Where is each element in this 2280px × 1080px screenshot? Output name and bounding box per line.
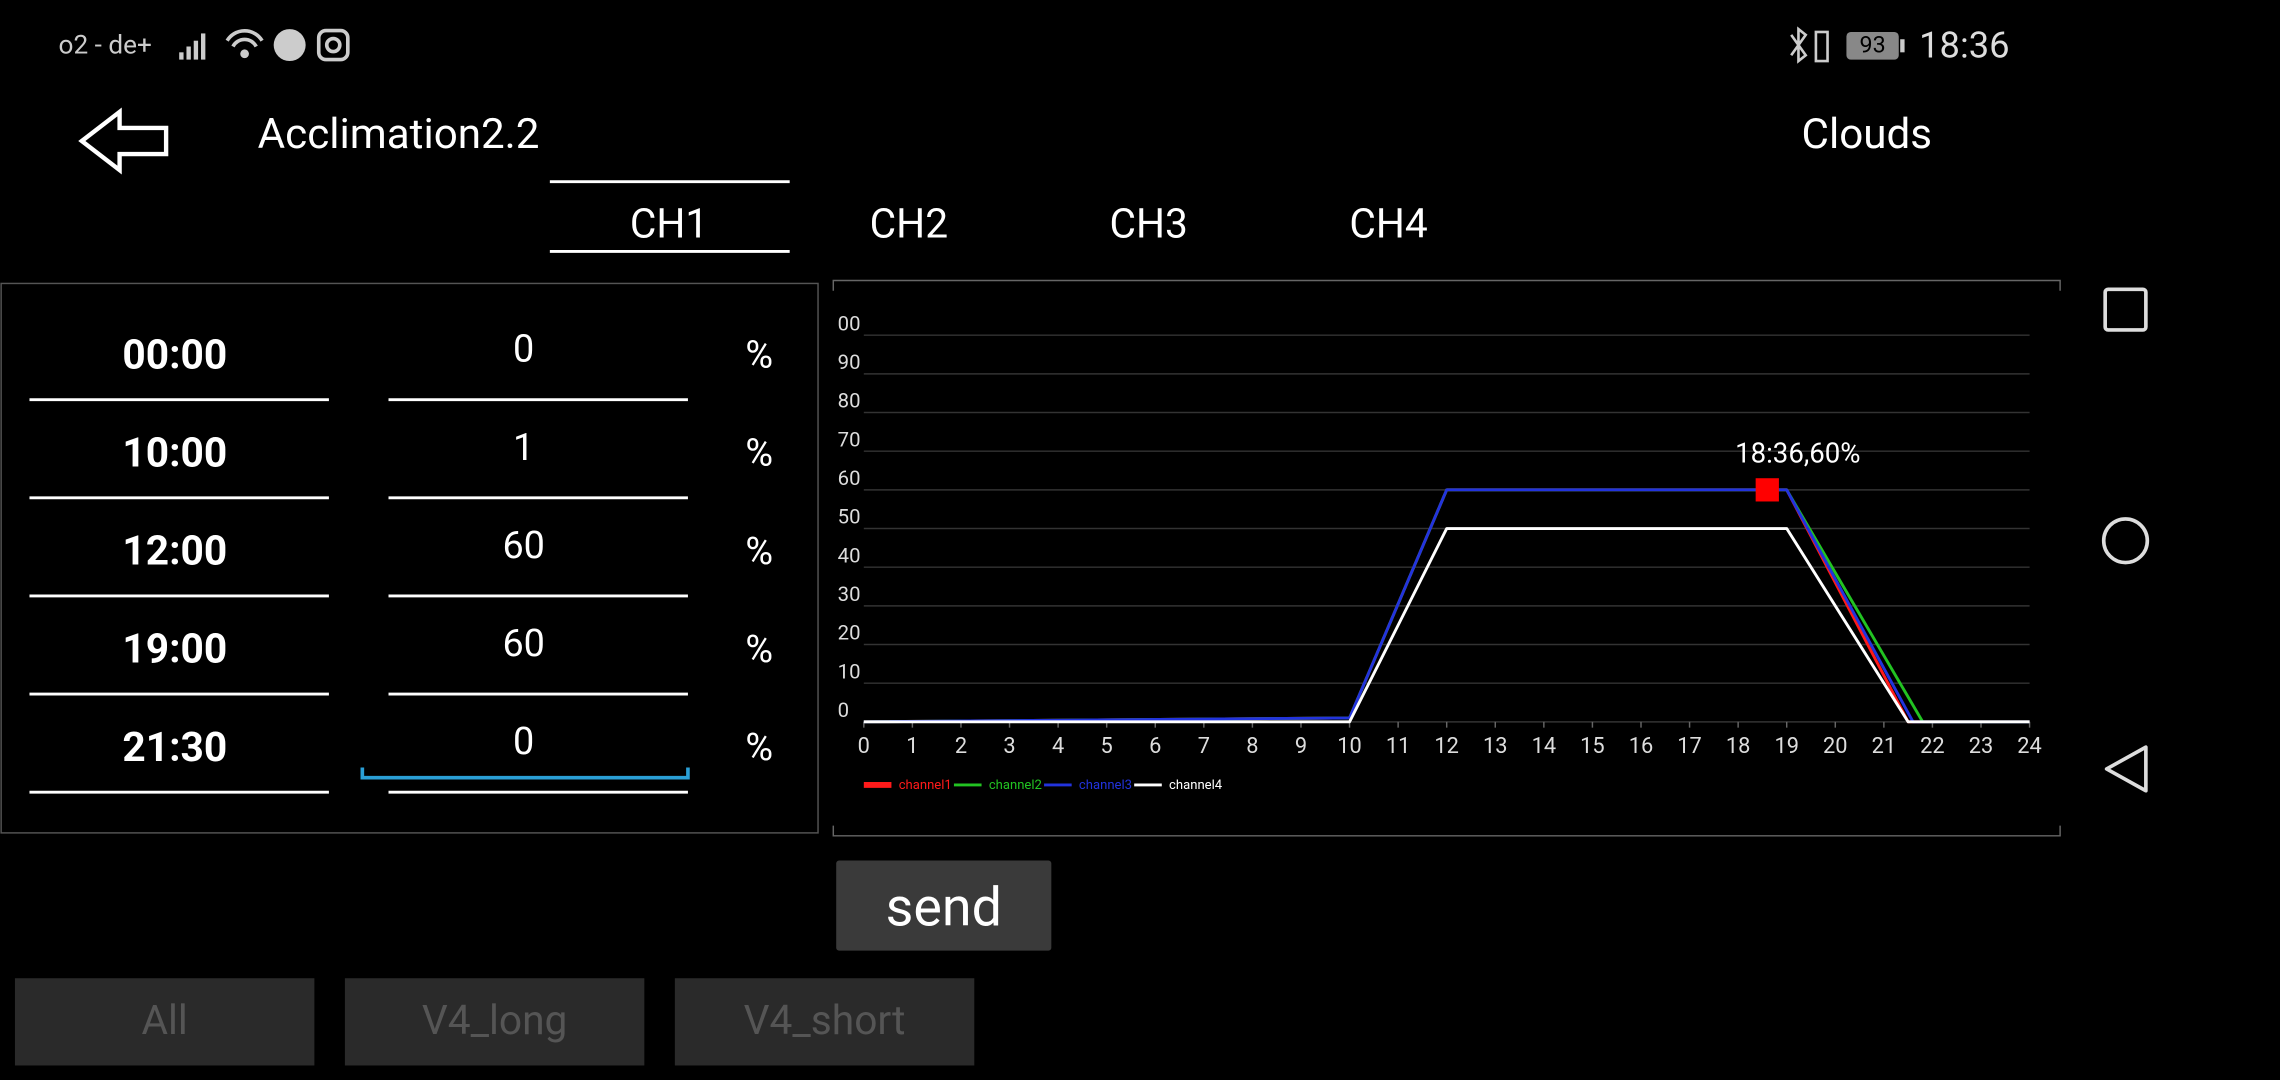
x-tick-label: 5 xyxy=(1101,734,1113,759)
unit: % xyxy=(745,726,773,770)
preset-label: V4_long xyxy=(422,996,568,1044)
x-tick-label: 9 xyxy=(1295,734,1307,759)
x-tick-label: 2 xyxy=(955,734,967,759)
y-tick-label: 80 xyxy=(838,389,861,413)
tab[interactable]: CH4 xyxy=(1349,200,1427,248)
x-tick-label: 1 xyxy=(906,734,918,759)
time-field[interactable]: 19:00 xyxy=(122,625,227,673)
time-field[interactable]: 12:00 xyxy=(122,527,227,575)
unit: % xyxy=(745,628,773,672)
series-line xyxy=(863,527,2030,724)
x-tick-label: 10 xyxy=(1337,734,1362,759)
send-button[interactable] xyxy=(836,860,1052,951)
battery-level: 93 xyxy=(1860,31,1886,59)
nav-back-button[interactable] xyxy=(2104,745,2148,793)
x-tick-label: 17 xyxy=(1677,734,1702,759)
x-tick-label: 23 xyxy=(1969,734,1994,759)
y-tick-label: 90 xyxy=(838,350,861,374)
x-tick-label: 24 xyxy=(2017,734,2042,759)
tab[interactable]: CH1 xyxy=(630,200,708,248)
x-tick-label: 0 xyxy=(858,734,870,759)
title: Acclimation2.2 xyxy=(258,110,540,159)
x-tick-label: 6 xyxy=(1149,734,1161,759)
value-field[interactable]: 60 xyxy=(502,622,544,666)
x-tick-label: 19 xyxy=(1774,734,1799,759)
back-button[interactable] xyxy=(78,107,169,175)
home-button[interactable] xyxy=(2101,517,2150,565)
x-tick-label: 22 xyxy=(1920,734,1945,759)
highlight-marker xyxy=(1755,478,1779,502)
legend-label: channel3 xyxy=(1079,778,1132,793)
time-field[interactable]: 10:00 xyxy=(122,428,227,476)
x-tick-label: 12 xyxy=(1434,734,1459,759)
x-tick-label: 3 xyxy=(1003,734,1015,759)
y-tick-label: 30 xyxy=(838,582,861,606)
x-tick-label: 11 xyxy=(1386,734,1411,759)
x-tick-label: 7 xyxy=(1198,734,1210,759)
y-tick-label: 70 xyxy=(838,427,861,451)
value-field[interactable]: 1 xyxy=(513,426,534,470)
legend-label: channel1 xyxy=(899,778,952,793)
preset-button[interactable] xyxy=(674,978,975,1066)
y-tick-label: 0 xyxy=(838,698,849,722)
preset-label: V4_short xyxy=(744,996,906,1044)
x-tick-label: 13 xyxy=(1483,734,1508,759)
focus-bracket xyxy=(360,767,690,780)
recents-button[interactable] xyxy=(2103,287,2148,332)
chart-frame xyxy=(832,279,2061,837)
x-tick-label: 20 xyxy=(1823,734,1848,759)
time-field[interactable]: 00:00 xyxy=(122,330,227,378)
x-tick-label: 18 xyxy=(1726,734,1751,759)
carrier: o2 - de+ xyxy=(59,30,152,60)
status-icons xyxy=(179,26,1905,64)
y-tick-label: 20 xyxy=(838,621,861,645)
preset-label: All xyxy=(141,996,187,1044)
legend-label: channel4 xyxy=(1169,778,1223,793)
y-tick-label: 60 xyxy=(838,466,861,490)
y-tick-label: 40 xyxy=(838,543,861,567)
highlight-label: 18:36,60% xyxy=(1735,436,1860,469)
value-field[interactable]: 60 xyxy=(502,524,544,568)
send-label: send xyxy=(886,877,1002,940)
x-tick-label: 4 xyxy=(1052,734,1064,759)
unit: % xyxy=(745,432,773,476)
preset-button[interactable] xyxy=(14,978,315,1066)
legend-label: channel2 xyxy=(989,778,1042,793)
y-tick-label: 10 xyxy=(838,659,861,683)
schedule-panel xyxy=(0,282,819,834)
time-field[interactable]: 21:30 xyxy=(122,723,227,771)
x-tick-label: 15 xyxy=(1580,734,1605,759)
x-tick-label: 14 xyxy=(1532,734,1557,759)
y-tick-label: 00 xyxy=(838,311,861,335)
x-tick-label: 16 xyxy=(1629,734,1654,759)
preset-button[interactable] xyxy=(344,978,645,1066)
value-field[interactable]: 0 xyxy=(513,328,534,372)
tab[interactable]: CH3 xyxy=(1110,200,1188,248)
nav-bar xyxy=(2101,287,2150,793)
mode-label[interactable]: Clouds xyxy=(1802,110,1932,159)
clock: 18:36 xyxy=(1919,24,2009,67)
unit: % xyxy=(745,334,773,378)
y-tick-label: 50 xyxy=(838,505,861,529)
value-field[interactable]: 0 xyxy=(513,720,534,764)
x-tick-label: 8 xyxy=(1246,734,1258,759)
x-tick-label: 21 xyxy=(1872,734,1897,759)
unit: % xyxy=(745,530,773,574)
tab[interactable]: CH2 xyxy=(870,200,948,248)
